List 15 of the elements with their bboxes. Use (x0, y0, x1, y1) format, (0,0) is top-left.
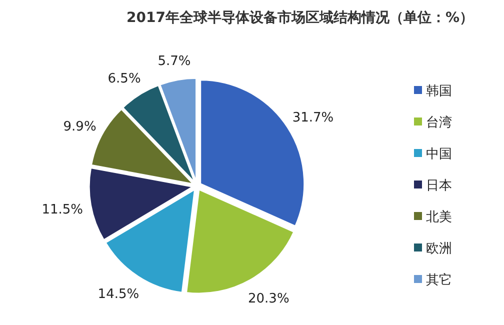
legend-label: 台湾 (426, 114, 452, 130)
legend-label: 欧洲 (426, 242, 452, 256)
chart-title: 2017年全球半导体设备市场区域结构情况（单位：%） (126, 9, 474, 26)
legend-label: 韩国 (426, 84, 452, 99)
data-label: 20.3% (248, 291, 290, 306)
data-label: 11.5% (42, 202, 84, 218)
legend-label: 中国 (426, 147, 452, 162)
legend-label: 其它 (426, 272, 452, 288)
legend-label: 日本 (426, 178, 452, 194)
data-label: 31.7% (292, 110, 334, 126)
data-label: 5.7% (158, 54, 191, 70)
legend-label: 北美 (426, 209, 452, 225)
data-label: 14.5% (98, 287, 140, 302)
data-label: 9.9% (63, 119, 96, 134)
data-label: 6.5% (108, 72, 141, 87)
